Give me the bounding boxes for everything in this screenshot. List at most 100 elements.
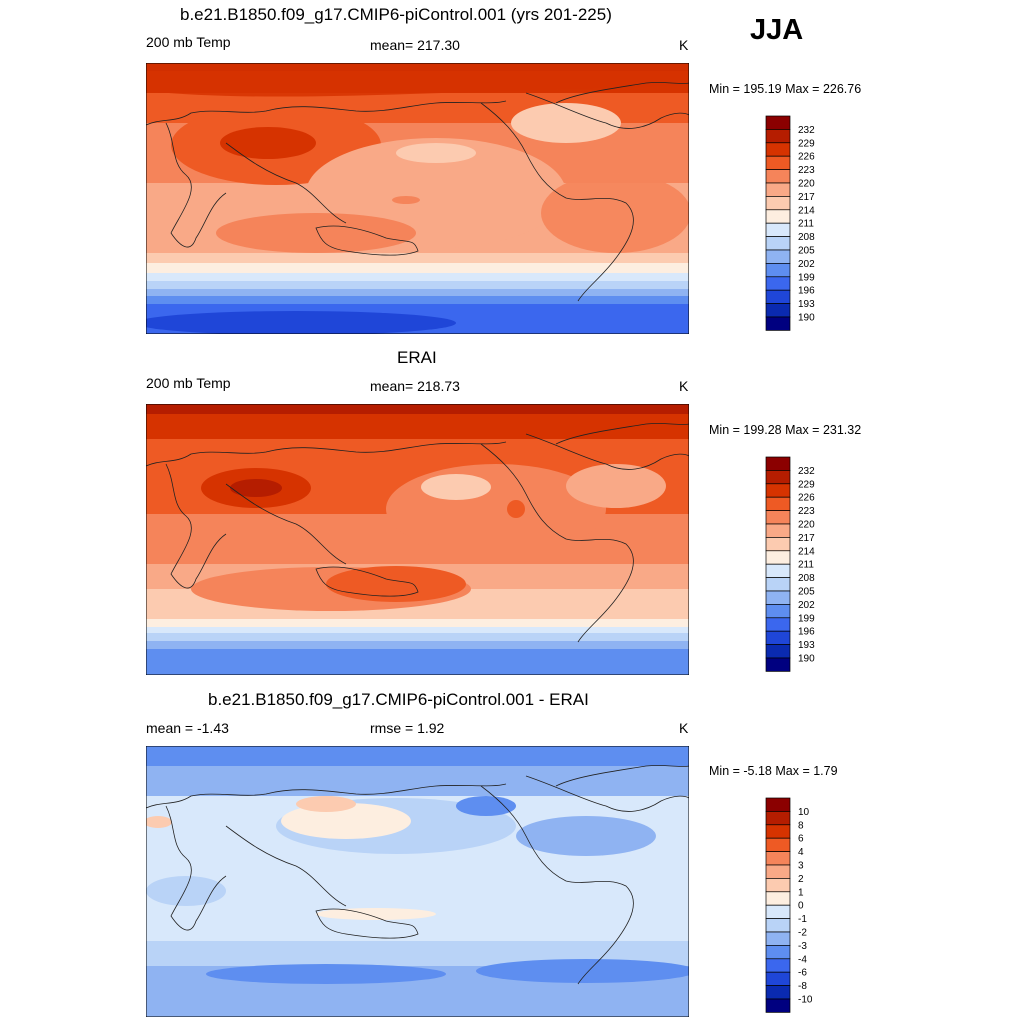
colorbar-tick-label: 214 <box>798 546 815 557</box>
colorbar-swatch <box>765 824 791 839</box>
colorbar-swatch <box>765 169 791 184</box>
contour-region <box>456 796 516 816</box>
colorbar-swatch <box>765 657 791 672</box>
band <box>146 404 689 414</box>
colorbar-tick-label: -2 <box>798 928 807 939</box>
colorbar-tick-label: 202 <box>798 600 815 611</box>
band <box>146 627 689 633</box>
colorbar-swatch <box>765 891 791 906</box>
colorbar-tick-label: 208 <box>798 232 815 243</box>
contour-region <box>146 816 172 828</box>
colorbar-swatch <box>765 222 791 237</box>
colorbar-swatch <box>765 249 791 264</box>
contour-region <box>296 796 356 812</box>
colorbar-tick-label: 10 <box>798 807 810 818</box>
contour-region <box>421 474 491 500</box>
panel-1-map <box>146 63 689 334</box>
contour-region <box>476 959 689 983</box>
colorbar-tick-label: 3 <box>798 861 804 872</box>
colorbar-tick-label: 220 <box>798 179 815 190</box>
band <box>146 766 689 796</box>
panel-1-units-label: K <box>679 37 689 53</box>
colorbar-tick-label: 202 <box>798 259 815 270</box>
colorbar-tick-label: 2 <box>798 874 804 885</box>
colorbar-swatch <box>765 864 791 879</box>
colorbar-tick-label: 193 <box>798 299 815 310</box>
colorbar-tick-label: 6 <box>798 834 804 845</box>
colorbar-swatch <box>765 945 791 960</box>
colorbar-tick-label: 220 <box>798 520 815 531</box>
band <box>146 263 689 273</box>
colorbar-tick-label: 232 <box>798 466 815 477</box>
colorbar-tick-label: -6 <box>798 968 807 979</box>
band <box>146 253 689 263</box>
colorbar-swatch <box>765 797 791 812</box>
colorbar-tick-label: 205 <box>798 246 815 257</box>
band <box>146 281 689 289</box>
colorbar-swatch <box>765 276 791 291</box>
contour-region <box>511 103 621 143</box>
colorbar-swatch <box>765 971 791 986</box>
colorbar-swatch <box>765 115 791 130</box>
colorbar-swatch <box>765 523 791 538</box>
colorbar-tick-label: 199 <box>798 272 815 283</box>
colorbar-tick-label: 1 <box>798 887 804 898</box>
colorbar-swatch <box>765 316 791 331</box>
panel-2-mean-label: mean= 218.73 <box>370 378 460 394</box>
contour-region <box>220 127 316 159</box>
coastlines <box>146 765 689 985</box>
contour-region <box>146 311 456 334</box>
colorbar-swatch <box>765 577 791 592</box>
colorbar-tick-label: 217 <box>798 192 815 203</box>
panel-2-left-label: 200 mb Temp <box>146 375 231 391</box>
panel-2-title: ERAI <box>397 348 437 367</box>
band <box>146 273 689 281</box>
colorbar-swatch <box>765 470 791 485</box>
colorbar-swatch <box>765 456 791 471</box>
colorbar-tick-label: 223 <box>798 506 815 517</box>
colorbar-swatch <box>765 263 791 278</box>
colorbar-swatch <box>765 563 791 578</box>
colorbar-swatch <box>765 550 791 565</box>
colorbar-tick-label: -1 <box>798 914 807 925</box>
colorbar-swatch <box>765 998 791 1013</box>
band <box>146 633 689 641</box>
band <box>146 289 689 296</box>
band <box>146 296 689 304</box>
colorbar-tick-label: 226 <box>798 152 815 163</box>
contour-region <box>146 63 689 97</box>
colorbar-tick-label: -8 <box>798 981 807 992</box>
contour-region <box>281 803 411 839</box>
panel-1-minmax: Min = 195.19 Max = 226.76 <box>709 82 862 96</box>
colorbar-swatch <box>765 129 791 144</box>
colorbar-tick-label: 190 <box>798 654 815 665</box>
colorbar-tick-label: 4 <box>798 847 804 858</box>
colorbar-tick-label: 214 <box>798 205 815 216</box>
contour-region <box>541 173 689 253</box>
colorbar-swatch <box>765 510 791 525</box>
contour-region <box>316 908 436 920</box>
contour-region <box>326 566 466 602</box>
colorbar-tick-label: 223 <box>798 165 815 176</box>
colorbar-swatch <box>765 630 791 645</box>
colorbar-swatch <box>765 644 791 659</box>
band <box>146 746 689 766</box>
panel-2-units-label: K <box>679 378 689 394</box>
contour-region <box>392 196 420 204</box>
colorbar-swatch <box>765 236 791 251</box>
panel-3-map <box>146 746 689 1017</box>
colorbar-swatch <box>765 196 791 211</box>
panel-2-minmax: Min = 199.28 Max = 231.32 <box>709 423 862 437</box>
colorbar-tick-label: 229 <box>798 138 815 149</box>
colorbar-swatch <box>765 878 791 893</box>
panel-1-title: b.e21.B1850.f09_g17.CMIP6-piControl.001 … <box>180 5 612 24</box>
colorbar-tick-label: 205 <box>798 587 815 598</box>
colorbar-tick-label: 190 <box>798 313 815 324</box>
contour-region <box>216 213 416 253</box>
contour-region <box>206 964 446 984</box>
colorbar-tick-label: 196 <box>798 627 815 638</box>
colorbar-tick-label: 0 <box>798 901 804 912</box>
panel-1-left-label: 200 mb Temp <box>146 34 231 50</box>
colorbar-swatch <box>765 918 791 933</box>
